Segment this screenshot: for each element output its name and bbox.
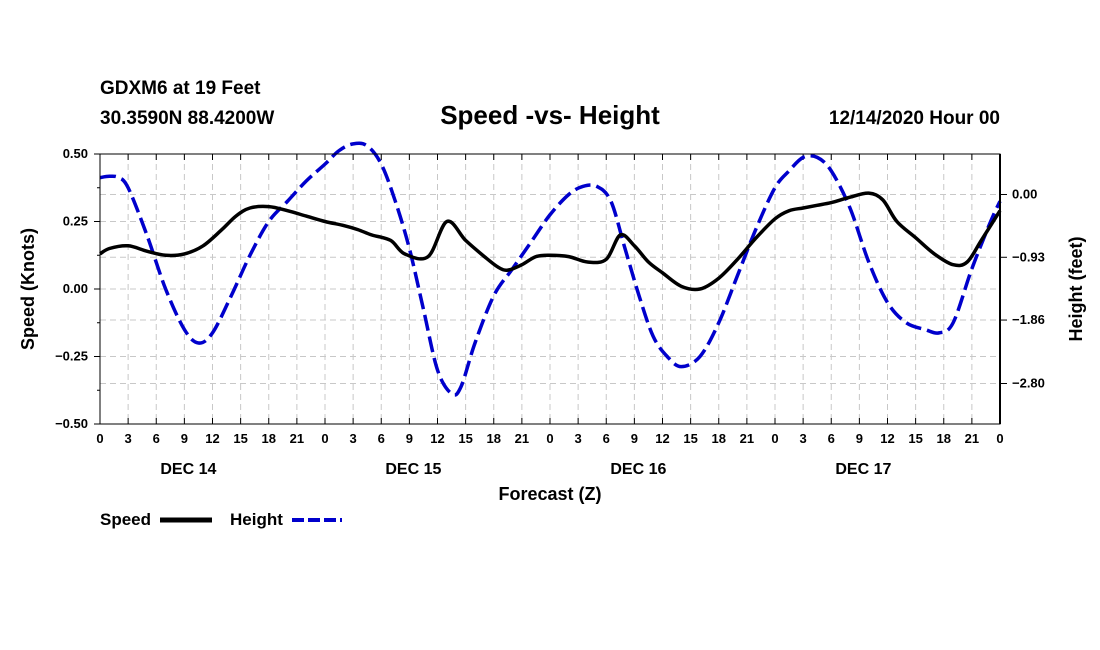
x-axis-labels: 0 3 6 9 12 15 18 21 0 3 6 9 12 15 18 21 0 3 6 9 12 15 18 21 0 3 6 9… — [96, 431, 1003, 446]
x-tick-label: 0 — [96, 431, 103, 446]
x-tick-label: 0 — [321, 431, 328, 446]
speed-series-line — [99, 191, 1002, 292]
day-label: DEC 16 — [610, 461, 666, 478]
coordinates-label: 30.3590N 88.4200W — [100, 108, 274, 129]
x-tick-label: 21 — [515, 431, 529, 446]
y-axis-title: Speed (Knots) — [18, 228, 38, 350]
x-tick-label: 9 — [181, 431, 188, 446]
x-tick-label: 15 — [908, 431, 922, 446]
grid — [100, 154, 1000, 424]
run-time-label: 12/14/2020 Hour 00 — [829, 108, 1000, 129]
legend-speed-label: Speed — [100, 510, 151, 529]
x-tick-label: 15 — [458, 431, 472, 446]
x-tick-label: 3 — [575, 431, 582, 446]
day-label: DEC 15 — [385, 461, 441, 478]
y-tick-label: 0.25 — [63, 214, 88, 229]
x-tick-label: 18 — [487, 431, 501, 446]
x-tick-label: 21 — [740, 431, 754, 446]
x-tick-label: 0 — [546, 431, 553, 446]
x-tick-label: 21 — [965, 431, 979, 446]
x-tick-label: 21 — [290, 431, 304, 446]
x-tick-label: 3 — [350, 431, 357, 446]
y-tick-label: 0.00 — [63, 281, 88, 296]
y2-tick-label: −0.93 — [1012, 249, 1045, 264]
y-axis-labels: −0.50 −0.25 0.00 0.25 0.50 — [55, 146, 88, 431]
x-tick-label: 6 — [603, 431, 610, 446]
x-tick-label: 9 — [406, 431, 413, 446]
x-tick-label: 18 — [262, 431, 276, 446]
x-tick-label: 18 — [937, 431, 951, 446]
y-tick-label: −0.25 — [55, 349, 88, 364]
y2-tick-label: −1.86 — [1012, 312, 1045, 327]
y2-tick-label: 0.00 — [1012, 187, 1037, 202]
x-tick-label: 12 — [430, 431, 444, 446]
x-tick-label: 9 — [631, 431, 638, 446]
x-tick-label: 12 — [880, 431, 894, 446]
x-tick-label: 3 — [800, 431, 807, 446]
x-tick-label: 9 — [856, 431, 863, 446]
x-tick-label: 12 — [655, 431, 669, 446]
x-tick-label: 0 — [996, 431, 1003, 446]
x-axis-title: Forecast (Z) — [498, 484, 601, 504]
y2-axis-title: Height (feet) — [1066, 237, 1086, 342]
y2-tick-label: −2.80 — [1012, 376, 1045, 391]
day-label: DEC 17 — [835, 461, 891, 478]
x-tick-label: 0 — [771, 431, 778, 446]
x-tick-label: 3 — [125, 431, 132, 446]
x-tick-label: 18 — [712, 431, 726, 446]
x-tick-label: 6 — [828, 431, 835, 446]
y-tick-label: 0.50 — [63, 146, 88, 161]
x-tick-label: 15 — [233, 431, 247, 446]
y2-axis-labels: −2.80 −1.86 −0.93 0.00 — [1012, 187, 1045, 391]
x-tick-label: 15 — [683, 431, 697, 446]
x-tick-label: 12 — [205, 431, 219, 446]
y-tick-label: −0.50 — [55, 416, 88, 431]
x-tick-label: 6 — [378, 431, 385, 446]
chart-title: Speed -vs- Height — [440, 100, 660, 130]
series-group — [99, 141, 1002, 397]
x-tick-label: 6 — [153, 431, 160, 446]
height-series-line — [99, 141, 1002, 397]
day-labels: DEC 14 DEC 15 DEC 16 DEC 17 — [160, 461, 891, 478]
day-label: DEC 14 — [160, 461, 216, 478]
legend-height-label: Height — [230, 510, 283, 529]
station-label: GDXM6 at 19 Feet — [100, 78, 261, 99]
